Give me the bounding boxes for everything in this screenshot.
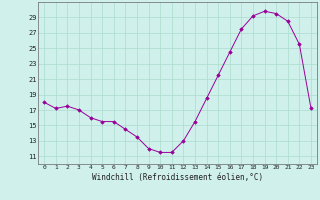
- X-axis label: Windchill (Refroidissement éolien,°C): Windchill (Refroidissement éolien,°C): [92, 173, 263, 182]
